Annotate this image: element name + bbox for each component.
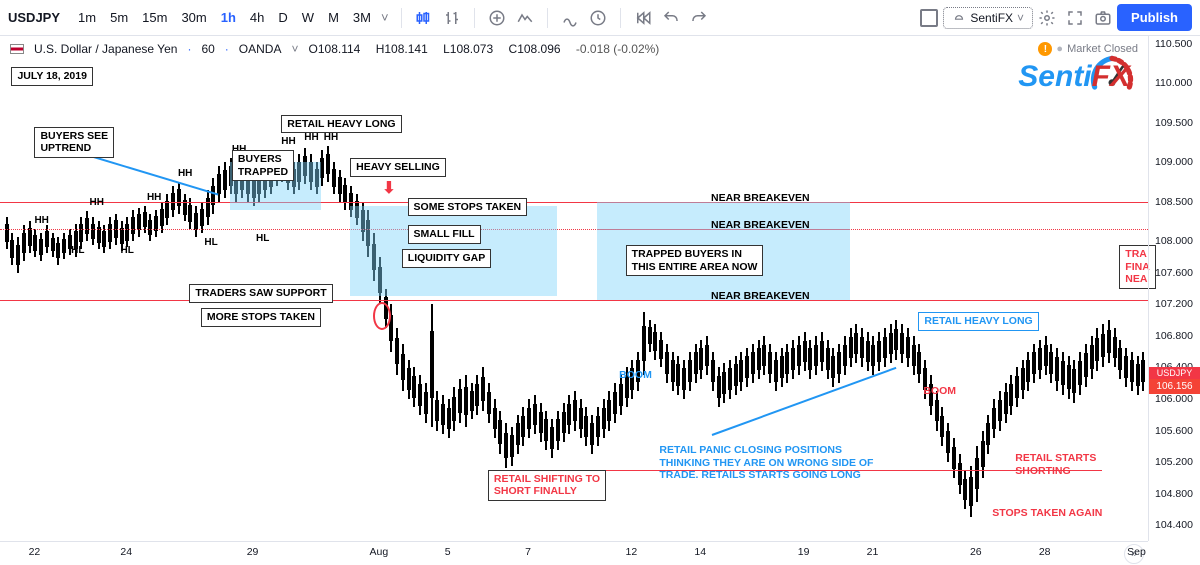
horizontal-line[interactable]: [0, 202, 1148, 203]
interval-3M[interactable]: 3M: [347, 6, 377, 29]
interval-D[interactable]: D: [272, 6, 293, 29]
annotation-label[interactable]: SOME STOPS TAKEN: [408, 198, 528, 217]
swing-label: HH: [324, 132, 338, 143]
annotation-label[interactable]: BUYERSTRAPPED: [232, 150, 294, 181]
annotation-label[interactable]: RETAIL HEAVY LONG: [918, 312, 1038, 331]
x-tick: 14: [694, 546, 706, 558]
swing-label: HL: [71, 245, 84, 256]
interval-1m[interactable]: 1m: [72, 6, 102, 29]
interval-4h[interactable]: 4h: [244, 6, 270, 29]
annotation-label[interactable]: BOOM: [918, 383, 961, 400]
x-tick: 7: [525, 546, 531, 558]
y-tick: 109.000: [1155, 156, 1193, 168]
y-tick: 107.600: [1155, 267, 1193, 279]
annotation-label[interactable]: MORE STOPS TAKEN: [201, 308, 321, 327]
swing-label: HL: [256, 233, 269, 244]
compare-icon[interactable]: [483, 4, 511, 32]
annotation-label[interactable]: RETAIL SHIFTING TOSHORT FINALLY: [488, 470, 606, 501]
swing-label: HH: [178, 168, 192, 179]
y-tick: 104.800: [1155, 488, 1193, 500]
annotation-label[interactable]: TRAPPED BUYERS INTHIS ENTIRE AREA NOW: [626, 245, 764, 276]
candlestick-series: [0, 36, 1148, 541]
swing-label: HH: [304, 132, 318, 143]
price-chart[interactable]: HHHLHHHLHHHHHLHHHLHHHHHHJULY 18, 2019BUY…: [0, 36, 1148, 541]
x-tick: 26: [970, 546, 982, 558]
x-tick: 5: [445, 546, 451, 558]
template-icon[interactable]: [556, 4, 584, 32]
x-tick: 24: [120, 546, 132, 558]
x-tick: 28: [1039, 546, 1051, 558]
interval-W[interactable]: W: [296, 6, 320, 29]
y-tick: 109.500: [1155, 117, 1193, 129]
annotation-label[interactable]: BUYERS SEEUPTREND: [34, 127, 114, 158]
x-tick: 21: [867, 546, 879, 558]
annotation-label[interactable]: HEAVY SELLING: [350, 158, 446, 177]
interval-M[interactable]: M: [322, 6, 345, 29]
x-axis[interactable]: » 222429Aug57121419212628Sep: [0, 541, 1148, 565]
annotation-label[interactable]: RETAIL STARTSSHORTING: [1010, 450, 1101, 479]
horizontal-line[interactable]: [0, 229, 1148, 230]
interval-1h[interactable]: 1h: [215, 6, 242, 29]
annotation-label[interactable]: RETAIL PANIC CLOSING POSITIONSTHINKING T…: [654, 442, 878, 484]
swing-label: HH: [34, 215, 48, 226]
fullscreen-icon[interactable]: [1061, 4, 1089, 32]
annotation-label[interactable]: RETAIL HEAVY LONG: [281, 115, 401, 134]
annotation-label[interactable]: BOOM: [614, 367, 657, 384]
y-tick: 105.600: [1155, 425, 1193, 437]
x-tick: Aug: [369, 546, 388, 558]
candles-icon[interactable]: [410, 4, 438, 32]
custom-indicator-chip[interactable]: SentiFX ˅: [943, 7, 1033, 29]
indicators-icon[interactable]: [511, 4, 539, 32]
settings-icon[interactable]: [1033, 4, 1061, 32]
swing-label: HL: [121, 245, 134, 256]
swing-label: HL: [204, 237, 217, 248]
redo-icon[interactable]: [685, 4, 713, 32]
annotation-label[interactable]: TRADERS SAW SUPPORT: [189, 284, 332, 303]
snapshot-icon[interactable]: [1089, 4, 1117, 32]
horizontal-line[interactable]: [0, 300, 1148, 301]
swing-label: HH: [90, 197, 104, 208]
y-tick: 108.000: [1155, 235, 1193, 247]
indicator-name: SentiFX: [970, 11, 1013, 25]
y-tick: 105.200: [1155, 456, 1193, 468]
replay-icon[interactable]: [629, 4, 657, 32]
y-tick: 110.000: [1155, 77, 1192, 89]
annotation-label[interactable]: NEAR BREAKEVEN: [706, 190, 815, 207]
annotation-label[interactable]: NEAR BREAKEVEN: [706, 217, 815, 234]
undo-icon[interactable]: [657, 4, 685, 32]
interval-15m[interactable]: 15m: [136, 6, 173, 29]
symbol-badge: USDJPY: [1149, 367, 1200, 379]
layout-icon[interactable]: [915, 4, 943, 32]
y-tick: 107.200: [1155, 298, 1193, 310]
interval-30m[interactable]: 30m: [175, 6, 212, 29]
x-tick: 12: [626, 546, 638, 558]
annotation-label[interactable]: JULY 18, 2019: [11, 67, 92, 86]
x-tick: 19: [798, 546, 810, 558]
annotation-label[interactable]: STOPS TAKEN AGAIN: [987, 505, 1107, 522]
top-toolbar: USDJPY 1m5m15m30m1h4hDWM3M ˅ SentiFX ˅ P…: [0, 0, 1200, 36]
y-axis[interactable]: 110.500 110.000 109.500 109.000 108.500 108.0…: [1148, 36, 1200, 541]
x-tick: 29: [247, 546, 259, 558]
interval-5m[interactable]: 5m: [104, 6, 134, 29]
bars-icon[interactable]: [438, 4, 466, 32]
last-price-badge: 106.156: [1149, 379, 1200, 394]
y-tick: 106.800: [1155, 330, 1193, 342]
publish-button[interactable]: Publish: [1117, 4, 1192, 31]
symbol-label[interactable]: USDJPY: [8, 10, 60, 25]
annotation-label[interactable]: LIQUIDITY GAP: [402, 249, 491, 268]
swing-label: HH: [147, 192, 161, 203]
down-arrow-icon: ⬇: [382, 178, 395, 198]
y-tick: 104.400: [1155, 519, 1193, 531]
annotation-label[interactable]: SMALL FILL: [408, 225, 481, 244]
x-tick: Sep: [1127, 546, 1146, 558]
x-tick: 22: [29, 546, 41, 558]
y-tick: 108.500: [1155, 196, 1193, 208]
y-tick: 110.500: [1155, 38, 1192, 50]
alert-icon[interactable]: [584, 4, 612, 32]
y-tick: 106.000: [1155, 393, 1193, 405]
interval-more[interactable]: ˅: [377, 6, 393, 29]
interval-tabs: 1m5m15m30m1h4hDWM3M: [72, 6, 377, 29]
swing-label: HH: [281, 136, 295, 147]
annotation-label[interactable]: NEAR BREAKEVEN: [706, 288, 815, 305]
